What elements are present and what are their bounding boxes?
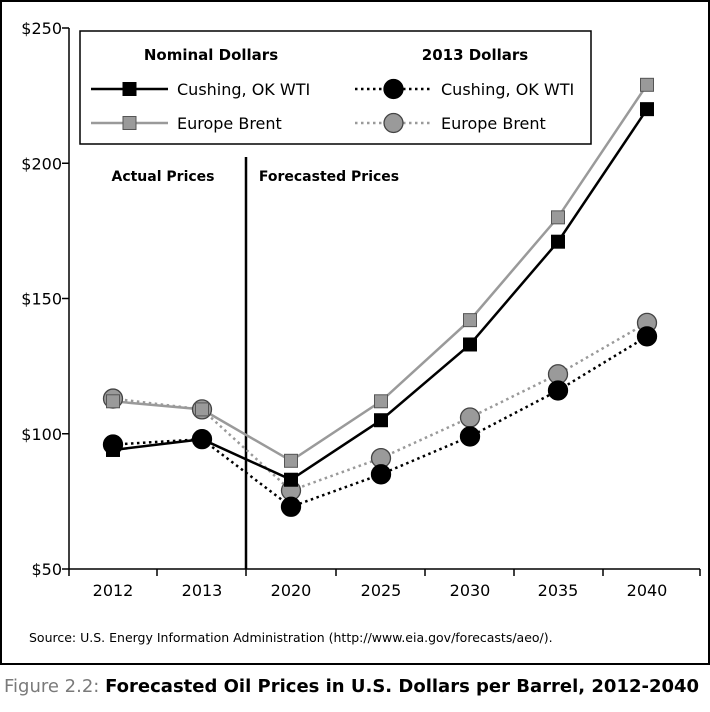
forecasted-prices-label: Forecasted Prices: [259, 169, 399, 185]
annotations: Actual Prices Forecasted Prices: [111, 169, 399, 185]
data-point: [459, 426, 481, 447]
data-point: [463, 313, 477, 328]
series-layer: [102, 77, 658, 517]
data-point: [370, 464, 392, 485]
legend-heading: Nominal Dollars: [144, 46, 278, 64]
legend: Nominal Dollars 2013 Dollars Cushing, OK W…: [79, 30, 592, 145]
data-point: [640, 102, 654, 117]
y-tick-label: $150: [21, 290, 62, 309]
legend-label: Europe Brent: [177, 114, 282, 133]
data-point: [195, 432, 209, 447]
x-tick-label: 2025: [361, 581, 402, 600]
y-tick-label: $200: [21, 154, 62, 173]
data-point: [459, 407, 481, 428]
data-point: [636, 326, 658, 347]
data-point: [551, 234, 565, 249]
legend-heading: 2013 Dollars: [422, 46, 529, 64]
source-note: Source: U.S. Energy Information Administ…: [29, 630, 553, 645]
data-point: [374, 413, 388, 428]
data-point: [284, 453, 298, 468]
data-point: [284, 472, 298, 487]
data-point: [640, 77, 654, 92]
legend-marker: [383, 78, 404, 100]
legend-marker: [122, 116, 137, 130]
data-point: [547, 380, 569, 401]
figure-title: Forecasted Oil Prices in U.S. Dollars pe…: [105, 676, 700, 697]
y-tick-label: $50: [31, 560, 62, 579]
data-point: [106, 394, 120, 409]
x-tick-label: 2030: [450, 581, 491, 600]
data-point: [195, 402, 209, 417]
x-tick-label: 2035: [538, 581, 579, 600]
legend-label: Europe Brent: [441, 114, 546, 133]
data-point: [280, 496, 302, 517]
figure-number: Figure 2.2:: [4, 676, 100, 697]
y-tick-label: $100: [21, 425, 62, 444]
legend-marker: [122, 82, 137, 96]
figure-caption: Figure 2.2: Forecasted Oil Prices in U.S…: [4, 676, 699, 697]
x-tick-label: 2020: [271, 581, 312, 600]
legend-label: Cushing, OK WTI: [177, 80, 310, 99]
x-tick-label: 2012: [93, 581, 134, 600]
data-point: [551, 210, 565, 225]
legend-box: [79, 30, 592, 145]
axes: $50 $100 $150 $200 $250 2012 2013 2020 2025 2030 2…: [21, 19, 701, 600]
actual-prices-label: Actual Prices: [111, 169, 214, 185]
data-point: [463, 337, 477, 352]
y-tick-label: $250: [21, 19, 62, 38]
data-point: [106, 442, 120, 457]
legend-label: Cushing, OK WTI: [441, 80, 574, 99]
x-tick-label: 2040: [627, 581, 668, 600]
legend-marker: [383, 112, 404, 134]
x-tick-label: 2013: [182, 581, 223, 600]
data-point: [374, 394, 388, 409]
